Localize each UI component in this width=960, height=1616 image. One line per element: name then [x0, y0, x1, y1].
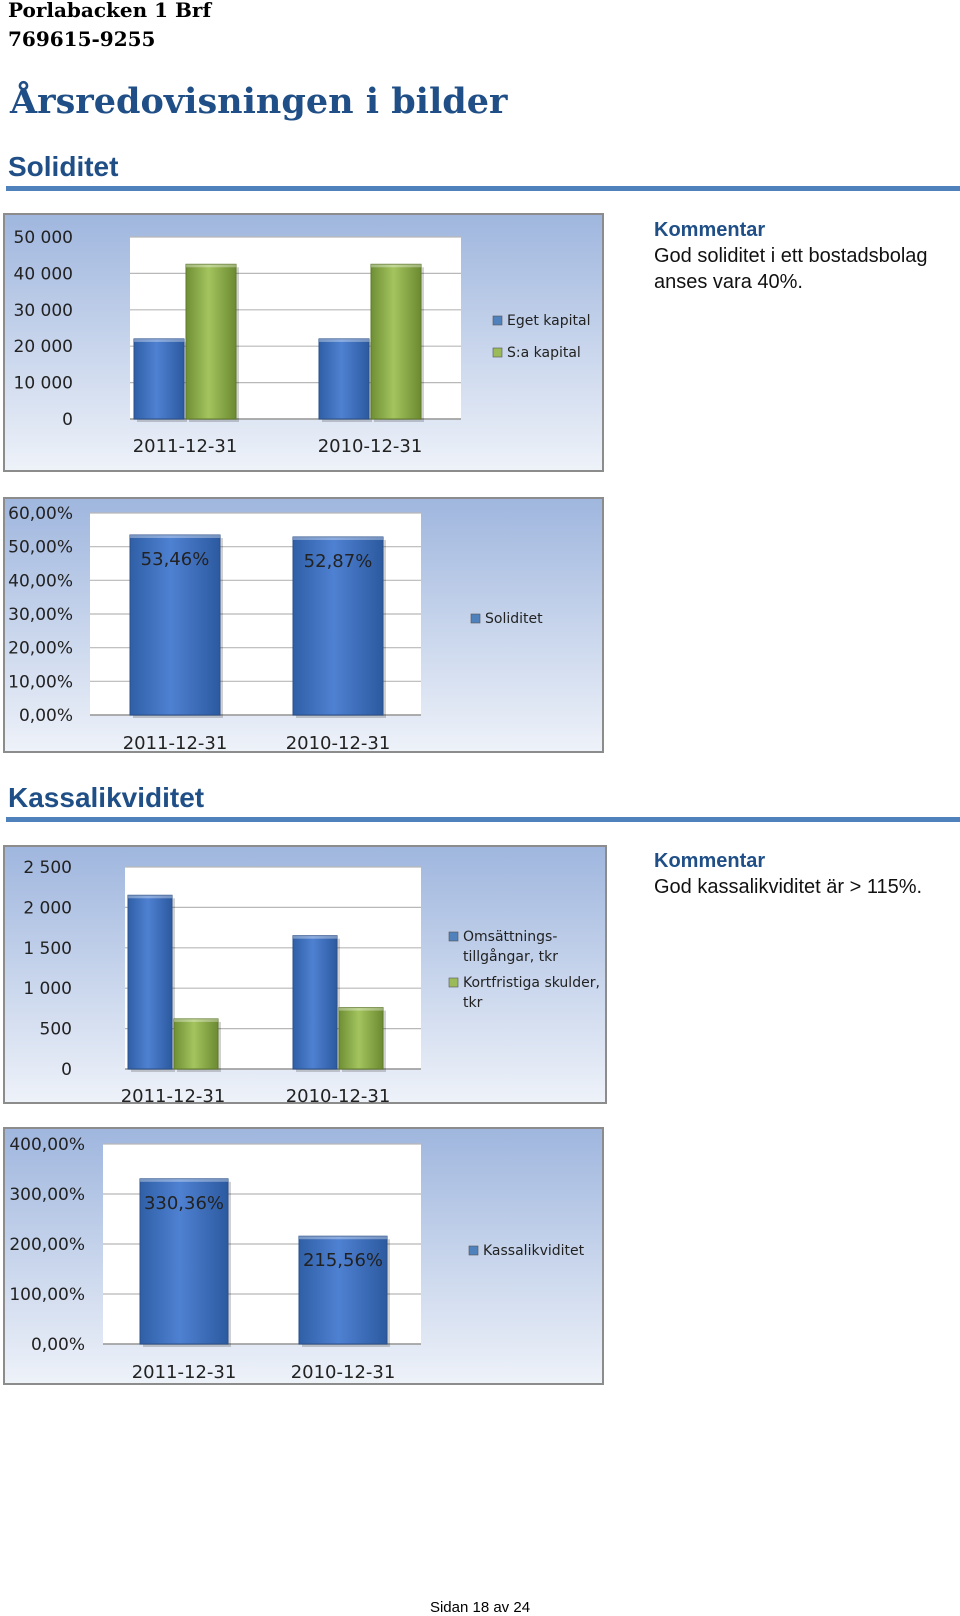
legend-label: Eget kapital	[507, 313, 590, 329]
y-tick-label: 40,00%	[8, 571, 73, 591]
bar-top	[134, 338, 184, 342]
legend-label: tillgångar, tkr	[463, 948, 558, 965]
legend-swatch	[470, 613, 481, 624]
bar-top	[293, 935, 337, 939]
x-tick-label: 2010-12-31	[291, 1362, 396, 1383]
legend-label: Soliditet	[485, 611, 543, 627]
y-tick-label: 10,00%	[8, 672, 73, 692]
x-tick-label: 2011-12-31	[132, 1362, 237, 1383]
y-tick-label: 500	[40, 1020, 72, 1040]
comment-heading: Kommentar	[654, 219, 766, 241]
bar-top	[299, 1236, 387, 1240]
comment-text: God soliditet i ett bostadsbolag anses v…	[654, 245, 928, 293]
bar-top	[130, 535, 220, 539]
y-tick-label: 20,00%	[8, 639, 73, 659]
y-tick-label: 200,00%	[9, 1235, 85, 1255]
chart-svg: 0,00% 100,00% 200,00% 300,00% 400,00% 2011-12…	[3, 1127, 604, 1385]
bar-top	[371, 264, 421, 268]
chart-svg: 0 500 1 000 1 500 2 000 2 500 2011-12-31 2010-1…	[3, 845, 607, 1104]
data-label: 53,46%	[141, 549, 210, 570]
y-tick-label: 20 000	[14, 337, 73, 357]
bar-top	[174, 1018, 218, 1022]
y-tick-label: 1 000	[23, 979, 72, 999]
x-tick-label: 2010-12-31	[318, 436, 423, 457]
bar	[133, 338, 185, 420]
bar	[173, 1018, 219, 1070]
y-tick-label: 10 000	[14, 374, 73, 394]
legend-label: Kassalikviditet	[483, 1243, 585, 1259]
bar	[338, 1007, 384, 1070]
chart-likviditet-underlag: 0 500 1 000 1 500 2 000 2 500 2011-12-31 2010-1…	[3, 845, 607, 1104]
comment-text: God kassalikviditet är > 115%.	[654, 876, 923, 898]
legend-label: S:a kapital	[507, 345, 581, 361]
x-tick-label: 2011-12-31	[123, 733, 228, 753]
y-tick-label: 400,00%	[9, 1135, 85, 1155]
bar-top	[128, 895, 172, 899]
bar	[318, 338, 370, 420]
data-label: 52,87%	[304, 551, 373, 572]
legend-swatch	[448, 977, 459, 988]
y-tick-label: 0	[62, 410, 73, 430]
legend-label: Kortfristiga skulder,	[463, 975, 600, 991]
y-tick-label: 300,00%	[9, 1185, 85, 1205]
y-tick-label: 0	[61, 1060, 72, 1080]
bar	[129, 534, 221, 716]
bar-top	[319, 338, 369, 342]
legend-swatch	[448, 931, 459, 942]
bar	[292, 935, 338, 1070]
org-name: Porlabacken 1 Brf	[8, 0, 212, 22]
y-tick-label: 0,00%	[19, 706, 73, 726]
chart-kassalikviditet: 0,00% 100,00% 200,00% 300,00% 400,00% 2011-12…	[3, 1127, 604, 1385]
legend-swatch	[492, 347, 503, 358]
y-tick-label: 60,00%	[8, 504, 73, 524]
chart-soliditet: 0,00% 10,00% 20,00% 30,00% 40,00% 50,00% 60,00…	[3, 497, 604, 753]
bar-top	[293, 537, 383, 541]
bar	[127, 894, 173, 1070]
chart-svg: 0,00% 10,00% 20,00% 30,00% 40,00% 50,00% 60,00…	[3, 497, 604, 753]
y-tick-label: 2 500	[23, 858, 72, 878]
x-tick-label: 2010-12-31	[286, 733, 391, 753]
y-tick-label: 2 000	[23, 898, 72, 918]
data-label: 330,36%	[144, 1193, 224, 1214]
legend-label: tkr	[463, 995, 483, 1011]
chart-kapital: 0 10 000 20 000 30 000 40 000 50 000 2011-12-3…	[3, 213, 604, 472]
y-tick-label: 0,00%	[31, 1335, 85, 1355]
bar	[185, 263, 237, 420]
page-title: Årsredovisningen i bilder	[10, 81, 508, 122]
page-number: Sidan 18 av 24	[429, 1599, 531, 1616]
y-tick-label: 30,00%	[8, 605, 73, 625]
org-number: 769615-9255	[8, 27, 156, 51]
x-tick-label: 2011-12-31	[133, 436, 238, 457]
y-tick-label: 1 500	[23, 939, 72, 959]
y-tick-label: 50 000	[14, 228, 73, 248]
bar	[298, 1235, 388, 1345]
bar-top	[339, 1007, 383, 1011]
section-title-kassalikviditet: Kassalikviditet	[8, 782, 205, 813]
x-tick-label: 2011-12-31	[121, 1086, 226, 1104]
comment-heading: Kommentar	[654, 850, 766, 872]
y-tick-label: 100,00%	[9, 1285, 85, 1305]
section-divider	[6, 186, 960, 191]
bar-top	[186, 264, 236, 268]
chart-svg: 0 10 000 20 000 30 000 40 000 50 000 2011-12-3…	[3, 213, 604, 472]
bar	[370, 263, 422, 420]
y-tick-label: 30 000	[14, 301, 73, 321]
bar	[139, 1178, 229, 1345]
bar	[292, 536, 384, 716]
section-title-soliditet: Soliditet	[8, 151, 119, 182]
bar-top	[140, 1178, 228, 1182]
legend-swatch	[492, 315, 503, 326]
comment-kassalikviditet: Kommentar God kassalikviditet är > 115%.	[654, 848, 954, 900]
legend-swatch	[468, 1245, 479, 1256]
legend-label: Omsättnings-	[463, 929, 557, 945]
x-tick-label: 2010-12-31	[286, 1086, 391, 1104]
y-tick-label: 50,00%	[8, 538, 73, 558]
section-divider	[6, 817, 960, 822]
y-tick-label: 40 000	[14, 264, 73, 284]
comment-soliditet: Kommentar God soliditet i ett bostadsbol…	[654, 217, 954, 295]
data-label: 215,56%	[303, 1250, 383, 1271]
